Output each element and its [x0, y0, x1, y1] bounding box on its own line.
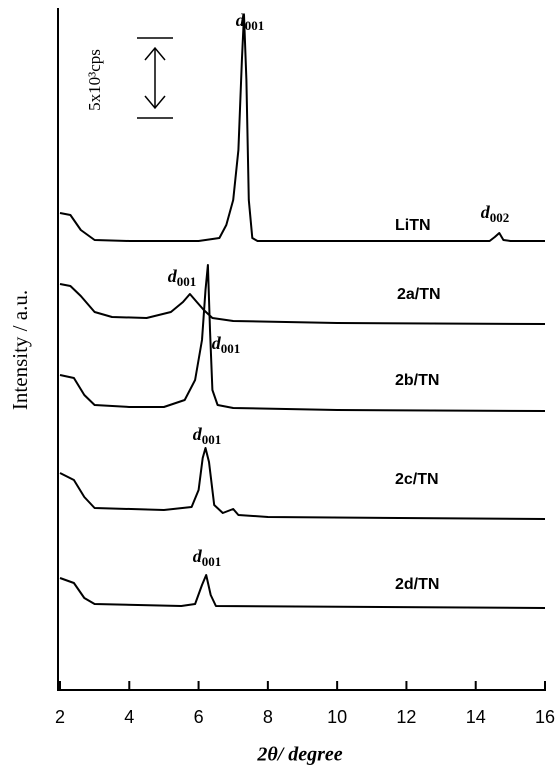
scale-bar [137, 37, 173, 119]
peak-annotation-index: 002 [490, 210, 510, 225]
x-tick-label: 2 [55, 707, 65, 727]
x-axis-label: 2θ/ degree [256, 744, 342, 766]
peak-annotation-index: 001 [177, 274, 197, 289]
x-tick-label: 10 [327, 707, 347, 727]
peak-annotation: d002 [481, 202, 510, 225]
y-axis-label: Intensity / a.u. [8, 290, 32, 410]
peak-annotation-index: 001 [221, 341, 241, 356]
peak-annotation-index: 001 [202, 432, 222, 447]
series-label: 2d/TN [395, 576, 439, 593]
x-tick-label: 4 [124, 707, 134, 727]
peak-annotation: d001 [193, 424, 222, 447]
x-tick-label: 8 [263, 707, 273, 727]
trace [59, 14, 545, 242]
x-tick-label: 6 [194, 707, 204, 727]
peak-annotation: d001 [193, 546, 222, 569]
trace [59, 574, 546, 609]
peak-annotation: d001 [236, 10, 265, 33]
x-tick-label: 14 [466, 707, 486, 727]
peak-annotation-symbol: d [168, 266, 178, 286]
scale-bar-arrow [144, 46, 166, 61]
series-label: 2b/TN [395, 372, 439, 389]
peak-annotation: d001 [168, 266, 197, 289]
peak-annotation-symbol: d [212, 333, 222, 353]
peak-annotation-index: 001 [202, 554, 222, 569]
trace [59, 283, 546, 325]
scale-bar-label: 5x10³cps [85, 49, 104, 111]
series-label: LiTN [395, 217, 431, 234]
peak-annotation-symbol: d [193, 424, 203, 444]
series-label: 2a/TN [397, 286, 441, 303]
peak-annotation-index: 001 [245, 18, 265, 33]
scale-bar-arrow [144, 95, 166, 110]
x-tick-label: 12 [396, 707, 416, 727]
peak-annotation-symbol: d [236, 10, 246, 30]
series-label: 2c/TN [395, 471, 439, 488]
trace [59, 264, 546, 412]
peak-annotation-symbol: d [481, 202, 491, 222]
peak-annotation-symbol: d [193, 546, 203, 566]
peak-annotation: d001 [212, 333, 241, 356]
trace [59, 447, 546, 520]
x-tick-label: 16 [535, 707, 555, 727]
